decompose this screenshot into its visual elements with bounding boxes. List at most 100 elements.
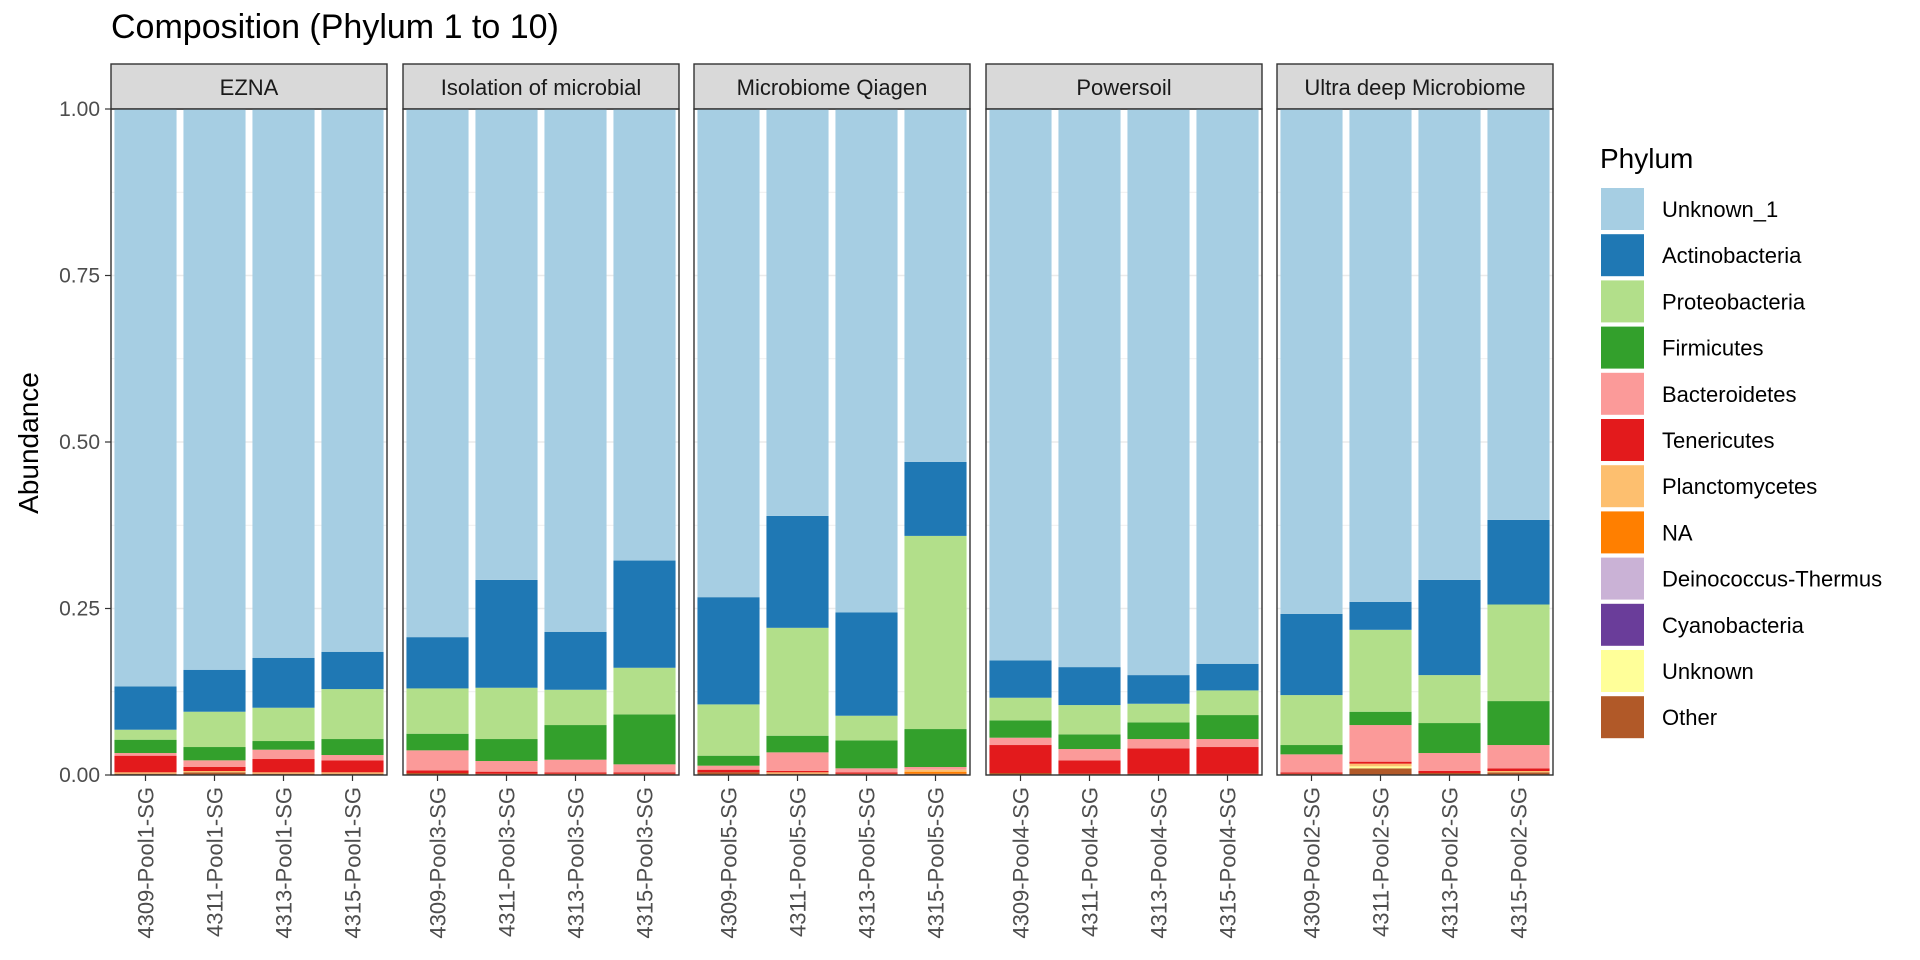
bar-segment <box>835 772 898 774</box>
facet-strip-label: Isolation of microbial <box>441 75 642 100</box>
bar-segment <box>406 733 469 751</box>
bar-segment <box>989 660 1052 698</box>
stacked-bar <box>1127 109 1190 775</box>
x-tick-label: 4309-Pool2-SG <box>1300 787 1325 939</box>
x-tick-label: 4313-Pool3-SG <box>564 787 589 939</box>
y-tick-label: 0.25 <box>59 598 100 621</box>
x-tick-label: 4311-Pool5-SG <box>786 787 811 937</box>
panel-border <box>402 108 680 776</box>
legend: Phylum Unknown_1 Actinobacteria Proteobact… <box>1600 143 1882 739</box>
stacked-bar <box>183 109 246 775</box>
x-tick-label: 4315-Pool2-SG <box>1507 787 1532 939</box>
facet-panel: Powersoil 4309-Pool4-SG 4311-Pool4-SG 4313-… <box>985 63 1263 939</box>
bar-segment <box>766 627 829 736</box>
bar-segment <box>475 739 538 762</box>
bar-segment <box>183 711 246 748</box>
panel-border <box>1276 108 1554 776</box>
legend-label: Proteobacteria <box>1662 289 1806 314</box>
bar-segment <box>114 739 177 754</box>
legend-swatch <box>1601 696 1644 739</box>
bar-segment <box>835 740 898 769</box>
bar-segment <box>697 765 760 770</box>
facet-panels: EZNA 4309-Pool1-SG 4311-Pool1-SG 4313-Pool1… <box>110 63 1554 939</box>
bar-segment <box>544 689 607 726</box>
legend-item: Proteobacteria <box>1601 280 1806 323</box>
bar-segment <box>114 753 177 756</box>
facet-strip <box>110 63 388 110</box>
bar-segment <box>252 741 315 750</box>
bar-segment <box>697 755 760 766</box>
bar-segment <box>183 669 246 712</box>
bar-segment <box>697 769 760 773</box>
stacked-bar <box>989 109 1052 775</box>
bar-segment <box>1280 613 1343 696</box>
bar-segment <box>475 771 538 774</box>
legend-label: NA <box>1662 520 1693 545</box>
y-axis-label: Abundance <box>13 372 44 514</box>
facet-strip <box>402 63 680 110</box>
stacked-bar <box>1418 109 1481 775</box>
bar-segment <box>114 109 177 687</box>
bar-segment <box>989 773 1052 775</box>
bar-segment <box>697 597 760 705</box>
facet-strip-label: Powersoil <box>1076 75 1171 100</box>
bar-segment <box>544 725 607 760</box>
bar-segment <box>1487 519 1550 605</box>
bar-segment <box>406 688 469 734</box>
bar-segment <box>1127 109 1190 676</box>
bar-segment <box>1418 773 1481 775</box>
facet-panel: Microbiome Qiagen 4309-Pool5-SG 4311-Pool5… <box>693 63 971 939</box>
bar-segment <box>1418 579 1481 676</box>
bar-segment <box>1127 739 1190 749</box>
legend-swatch <box>1601 650 1644 692</box>
bar-segment <box>613 667 676 715</box>
x-tick-label: 4313-Pool1-SG <box>272 787 297 939</box>
bar-segment <box>252 707 315 742</box>
bar-segment <box>1196 690 1259 716</box>
x-tick-label: 4309-Pool5-SG <box>717 787 742 939</box>
bar-segment <box>1349 761 1412 764</box>
facet-strip-label: Microbiome Qiagen <box>737 75 928 100</box>
stacked-bar <box>114 109 177 775</box>
bar-segment <box>1127 675 1190 704</box>
bar-segment <box>321 772 384 774</box>
bar-segment <box>613 714 676 765</box>
stacked-bar <box>613 109 676 775</box>
bar-segment <box>904 771 967 774</box>
bar-segment <box>544 631 607 690</box>
bar-segment <box>766 109 829 516</box>
stacked-bar <box>1349 109 1412 775</box>
legend-swatch <box>1601 280 1644 323</box>
x-tick-label: 4315-Pool1-SG <box>341 787 366 939</box>
y-tick-label: 0.75 <box>59 265 100 288</box>
legend-swatch <box>1601 603 1644 646</box>
bar-segment <box>835 109 898 613</box>
bar-segment <box>1418 753 1481 772</box>
bar-segment <box>252 657 315 708</box>
legend-label: Actinobacteria <box>1662 243 1802 268</box>
x-tick-label: 4311-Pool3-SG <box>495 787 520 937</box>
x-tick-label: 4309-Pool1-SG <box>134 787 159 939</box>
legend-label: Other <box>1662 705 1717 730</box>
legend-item: Actinobacteria <box>1601 234 1802 277</box>
facet-panel: EZNA 4309-Pool1-SG 4311-Pool1-SG 4313-Pool1… <box>110 63 388 939</box>
x-tick-label: 4315-Pool5-SG <box>924 787 949 939</box>
bar-segment <box>697 772 760 775</box>
legend-swatch <box>1601 188 1644 230</box>
bar-segment <box>406 773 469 775</box>
bar-segment <box>252 759 315 773</box>
bar-segment <box>1487 701 1550 746</box>
bar-segment <box>904 769 967 772</box>
bar-segment <box>1418 771 1481 774</box>
bar-segment <box>1058 705 1121 735</box>
bar-segment <box>1127 748 1190 774</box>
bar-segment <box>1196 739 1259 748</box>
legend-item: Planctomycetes <box>1601 465 1817 508</box>
bar-segment <box>544 109 607 632</box>
bar-segment <box>252 109 315 658</box>
bar-segment <box>1127 703 1190 723</box>
bar-segment <box>544 759 607 773</box>
bar-segment <box>1349 711 1412 726</box>
bar-segment <box>1196 747 1259 774</box>
